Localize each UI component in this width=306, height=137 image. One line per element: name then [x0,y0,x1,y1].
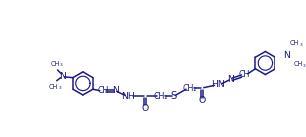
Text: 3: 3 [303,64,306,68]
Text: CH: CH [50,61,60,67]
Text: CH: CH [290,40,299,46]
Text: 3: 3 [58,86,61,90]
Text: O: O [142,104,149,113]
Text: N: N [227,75,234,84]
Text: CH₂: CH₂ [183,84,197,93]
Text: CH: CH [97,86,109,95]
Text: HN: HN [211,80,225,89]
Text: CH: CH [294,61,303,67]
Text: N: N [283,51,289,60]
Text: 3: 3 [60,63,62,67]
Text: O: O [199,96,206,105]
Text: CH₂: CH₂ [153,92,168,101]
Text: NH: NH [121,92,135,101]
Text: CH: CH [49,84,58,90]
Text: CH: CH [239,70,250,79]
Text: N: N [59,72,65,81]
Text: N: N [112,86,119,95]
Text: 3: 3 [299,43,302,47]
Text: S: S [171,91,177,101]
